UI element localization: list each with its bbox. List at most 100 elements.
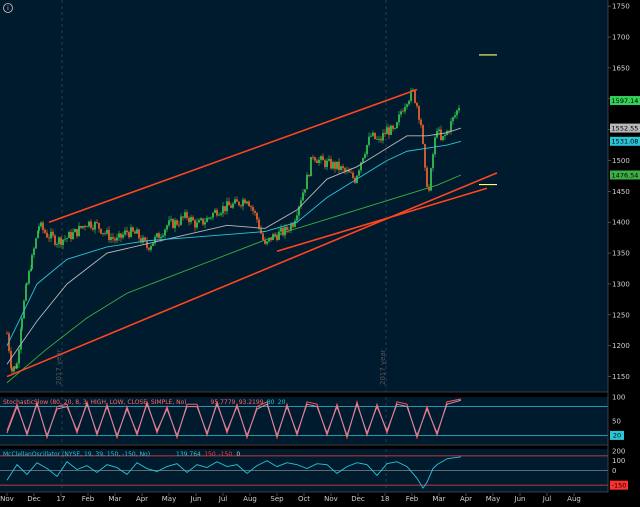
price-tick-label: 1750 (612, 3, 630, 11)
candle-body (16, 363, 18, 369)
candle-body (26, 283, 28, 285)
candle-body (160, 236, 162, 239)
candle-body (358, 170, 360, 176)
candle-body (234, 199, 236, 204)
candle-body (142, 237, 144, 243)
candle-body (210, 217, 212, 219)
candle-body (106, 230, 108, 234)
candle-body (96, 222, 98, 223)
candle-body (224, 206, 226, 212)
month-tick-label: Mar (108, 495, 121, 503)
candle-body (328, 159, 330, 161)
candle-body (254, 210, 256, 213)
mcclellan-legend-item: 0 (236, 451, 240, 458)
candle-body (418, 106, 420, 120)
month-tick-label: Jun (190, 495, 202, 503)
candle-body (242, 199, 244, 207)
candle-body (364, 154, 366, 158)
grid-layer (0, 0, 609, 493)
year-marker-label: 2017 year (379, 349, 387, 385)
month-tick-label: Jul (218, 495, 228, 503)
candle-body (118, 233, 120, 238)
candle-body (21, 318, 23, 329)
candle-body (226, 201, 228, 212)
candle-body (72, 232, 74, 240)
candle-body (394, 128, 396, 129)
candle-body (232, 203, 234, 208)
candle-body (44, 229, 46, 233)
candle-body (192, 217, 194, 221)
moving-average-line (6, 174, 462, 384)
candle-body (432, 154, 434, 169)
candle-body (10, 351, 12, 368)
candle-body (402, 111, 404, 113)
candle-body (202, 218, 204, 225)
candle-body (286, 226, 288, 231)
price-tick-label: 1650 (612, 64, 630, 72)
candle-body (198, 220, 200, 223)
candle-body (130, 227, 132, 238)
info-icon[interactable]: i (3, 3, 13, 13)
candle-body (384, 133, 386, 134)
candle-body (308, 174, 310, 177)
stochastic-badge (610, 430, 624, 440)
candle-body (54, 235, 56, 245)
candle-body (212, 212, 214, 218)
candle-body (406, 104, 408, 107)
candle-body (184, 212, 186, 218)
stochastic-legend-item: 93.2199 (239, 399, 264, 406)
candle-body (164, 229, 166, 236)
price-badge-label: 1597.14 (612, 97, 639, 105)
candle-body (434, 137, 436, 155)
price-tick-label: 1450 (612, 188, 630, 196)
candle-body (430, 168, 432, 191)
price-tick-label: 1200 (612, 342, 630, 350)
price-badge (610, 123, 640, 133)
candle-body (342, 166, 344, 169)
candle-body (134, 231, 136, 234)
price-badge-label: 1476.54 (612, 171, 639, 179)
candle-body (152, 243, 154, 246)
candle-body (52, 231, 54, 236)
mcclellan-legend-item: 139.764 (176, 451, 201, 458)
candle-body (74, 229, 76, 233)
candle-body (214, 209, 216, 213)
candle-body (320, 156, 322, 160)
candle-body (422, 125, 424, 145)
mcclellan-tick-label: 0 (612, 467, 616, 475)
candle-body (156, 233, 158, 237)
candle-body (334, 162, 336, 169)
candle-body (380, 138, 382, 141)
candle-body (200, 218, 202, 221)
candle-body (360, 162, 362, 171)
mcclellan-legend-item: McClellanOscillator (NYSE, 19, 39, 150, … (3, 451, 150, 458)
candle-body (76, 229, 78, 237)
month-tick-label: Apr (136, 495, 148, 503)
candle-body (444, 134, 446, 137)
stochastic-legend-item: 95.7779 (211, 399, 236, 406)
candle-body (78, 225, 80, 237)
candle-body (350, 172, 352, 174)
candle-body (68, 232, 70, 239)
candle-body (266, 241, 268, 244)
candle-body (104, 233, 106, 234)
candle-body (420, 119, 422, 126)
price-panel (0, 0, 608, 392)
candle-body (58, 237, 60, 244)
candle-body (294, 220, 296, 227)
candle-body (250, 206, 252, 208)
candle-body (248, 201, 250, 207)
candle-body (262, 233, 264, 241)
moving-average-line (6, 127, 462, 365)
candle-body (458, 108, 460, 111)
stochastic-legend-item: 80 (267, 399, 275, 406)
candle-body (216, 209, 218, 216)
candle-body (302, 192, 304, 201)
candle-body (148, 247, 150, 250)
candle-body (50, 231, 52, 239)
candle-body (6, 333, 8, 335)
candle-body (268, 237, 270, 242)
candle-body (20, 328, 22, 350)
candle-body (80, 225, 82, 228)
month-tick-label: 17 (57, 495, 66, 503)
